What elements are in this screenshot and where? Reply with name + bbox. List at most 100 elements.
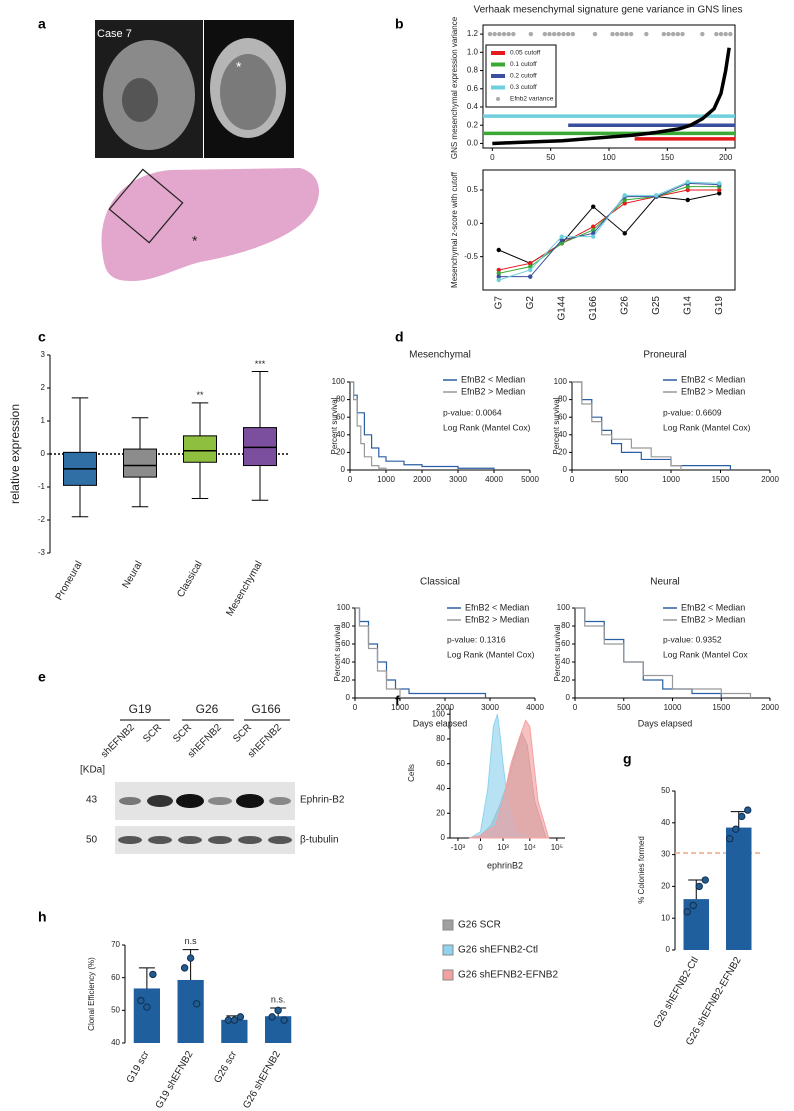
chart-title: Classical <box>420 577 460 588</box>
marker <box>570 31 576 37</box>
marker <box>496 274 501 279</box>
panel-letter: d <box>395 329 404 345</box>
whisker <box>251 465 269 501</box>
y-tick-label: 50 <box>111 1005 120 1014</box>
x-tick-label: 500 <box>617 703 631 712</box>
box <box>183 435 217 463</box>
x-tick-label: 2000 <box>761 703 779 712</box>
y-tick-label: 80 <box>558 395 567 404</box>
y-tick-label: 0 <box>666 945 671 954</box>
x-tick-label: 2000 <box>413 475 431 484</box>
data-point <box>224 1016 233 1024</box>
x-tick-label: 0 <box>348 475 353 484</box>
y-tick-label: 40 <box>661 818 670 827</box>
y-tick-label: 20 <box>436 808 445 817</box>
y-tick-label: 20 <box>661 882 670 891</box>
legend-swatch <box>442 969 454 981</box>
lane-label: SCR <box>141 722 164 745</box>
series-line <box>575 607 752 698</box>
marker <box>528 274 533 279</box>
marker <box>670 31 676 37</box>
x-tick-label: 4000 <box>485 475 503 484</box>
x-tick-label: 10³ <box>497 843 509 852</box>
whisker <box>131 477 149 508</box>
marker <box>591 227 596 233</box>
significance: n.s <box>185 936 198 946</box>
x-tick-label: Mesenchymal <box>225 559 265 618</box>
y-axis-label: Percent survival <box>333 624 342 681</box>
y-tick-label: 50 <box>661 786 670 795</box>
x-tick-label: 3000 <box>481 703 499 712</box>
y-tick-label: 0 <box>41 449 46 458</box>
marker <box>496 267 501 273</box>
x-tick-label: 0 <box>478 843 483 852</box>
panel-letter: a <box>38 16 46 32</box>
y-tick-label: 2 <box>41 383 46 392</box>
x-tick-label: 1000 <box>391 703 409 712</box>
marker <box>717 181 722 186</box>
series-area <box>470 719 550 839</box>
y-tick-label: 100 <box>337 603 351 612</box>
panel-letter: f <box>395 693 400 709</box>
error-bar <box>688 879 705 900</box>
marker <box>685 184 690 189</box>
y-tick-label: 0.6 <box>467 84 479 93</box>
x-tick-label: 1500 <box>712 475 730 484</box>
lane-label: shEFNB2 <box>246 722 284 760</box>
y-axis-label: GNS mesenchymal expression variance <box>450 16 459 159</box>
marker <box>496 271 501 276</box>
y-tick-label: 1.0 <box>467 47 479 56</box>
region-box <box>108 168 184 244</box>
marker <box>666 31 671 37</box>
y-tick-label: -1 <box>38 482 46 491</box>
significance: ** <box>196 390 204 400</box>
y-tick-label: 60 <box>111 973 120 982</box>
annotation: p-value: 0.1316 <box>447 634 506 644</box>
y-axis-label: Percent survival <box>552 397 561 454</box>
x-tick-label: 50 <box>546 153 555 162</box>
marker <box>501 31 507 37</box>
mri-detail <box>220 54 276 130</box>
group-label: G19 <box>129 702 152 716</box>
x-tick-label: 10⁵ <box>551 843 563 852</box>
marker <box>622 197 627 203</box>
annotation: Log Rank (Mantel Cox) <box>443 422 531 432</box>
y-tick-label: 60 <box>341 639 350 648</box>
x-tick-label: 0 <box>570 475 575 484</box>
x-tick-label: 0 <box>353 703 358 712</box>
size-label: 43 <box>86 795 98 806</box>
x-tick-label: 0 <box>573 703 578 712</box>
marker <box>675 31 681 37</box>
legend-label: EfnB2 > Median <box>681 386 745 396</box>
marker <box>685 179 690 185</box>
bar <box>177 979 204 1043</box>
series-line <box>350 381 387 470</box>
marker <box>496 277 501 283</box>
marker <box>700 31 705 37</box>
y-tick-label: 70 <box>111 940 120 949</box>
marker <box>614 31 620 37</box>
panel-letter: g <box>623 751 632 767</box>
y-axis-label: Percent survival <box>330 397 339 454</box>
y-tick-label: 60 <box>558 412 567 421</box>
data-point <box>744 806 752 814</box>
group-label: G166 <box>251 702 281 716</box>
annotation: Log Rank (Mantel Cox <box>663 649 748 659</box>
y-tick-label: 40 <box>436 784 445 793</box>
box <box>243 427 277 467</box>
bands <box>119 794 291 808</box>
marker <box>622 201 627 206</box>
y-tick-label: 20 <box>558 448 567 457</box>
y-tick-label: 3 <box>41 350 46 359</box>
y-tick-label: 80 <box>336 395 345 404</box>
legend-swatch <box>442 944 454 956</box>
series-line <box>498 181 720 281</box>
y-tick-label: 40 <box>561 657 570 666</box>
legend-label: G26 SCR <box>458 920 501 931</box>
chart-title: Verhaak mesenchymal signature gene varia… <box>473 5 742 16</box>
x-tick-label: G26 shEFNB2 <box>241 1049 283 1111</box>
marker <box>559 234 564 239</box>
chart-title: Proneural <box>643 350 686 361</box>
y-tick-label: 0.2 <box>467 120 479 129</box>
legend-label: 0.05 cutoff <box>510 50 540 57</box>
